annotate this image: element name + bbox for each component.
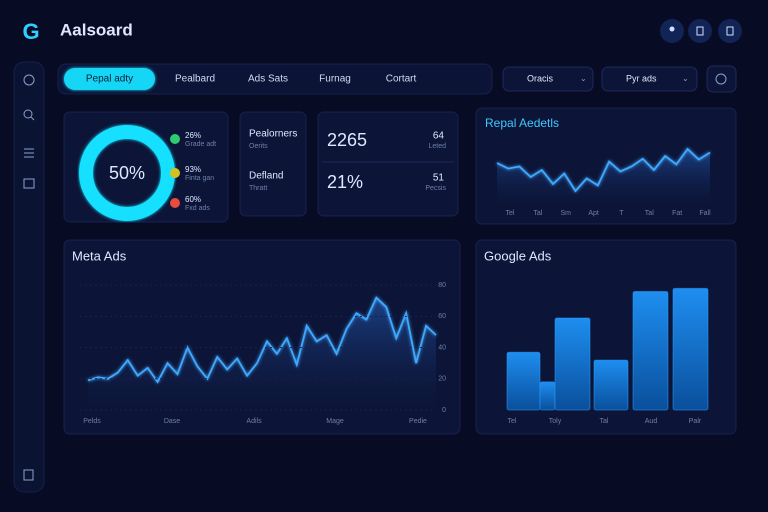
x-label: Tel [508,418,517,425]
area [497,149,710,205]
legend-dot [170,198,180,208]
chevron: ⌄ [580,74,587,83]
icon [669,26,675,32]
charts: Tel Tal Sm Apt T Tal Fat Fall 0 20 40 60 80 Pelds Dase… [80,147,711,425]
tab[interactable]: Pealbard [175,74,215,85]
summary-title: Pealorners [249,129,297,140]
summary-card [239,111,307,217]
legend-dot [170,134,180,144]
tabs: Pepal adty Pealbard Ads Sats Furnag Cortart [64,68,417,90]
y-tick-label: 40 [438,344,446,351]
y-tick-label: 80 [438,282,446,289]
legend-label: Fxd ads [185,205,210,212]
settings-button[interactable] [718,19,742,43]
y-tick-label: 20 [438,376,446,383]
refresh-button[interactable] [706,65,737,93]
y-tick-label: 0 [442,407,446,414]
bar [554,317,591,411]
icon [726,26,734,36]
legend-value: 60% [185,195,201,204]
bar [506,351,541,411]
x-label: Dase [164,418,180,425]
dropdown[interactable] [502,66,594,92]
x-label: Adils [246,418,262,425]
x-label: Palr [689,418,702,425]
x-label: Toly [549,418,562,425]
nav-bar [57,63,493,95]
x-label: Pedie [409,418,427,425]
card-title: Meta Ads [72,248,127,263]
legend-dot [170,168,180,178]
grid-button[interactable] [688,19,712,43]
bar [539,381,556,411]
x-label: Tal [600,418,609,425]
x-label: Tal [533,210,542,217]
legend-label: Grade adt [185,141,216,148]
sidebar-icons [23,74,35,481]
donut-ring [79,125,175,221]
list-icon[interactable] [24,148,34,158]
icon [30,116,35,121]
legend-value: 93% [185,165,201,174]
bar [593,359,629,411]
x-label: Sm [560,210,571,217]
x-label: Pelds [83,418,101,425]
legend-label: Finta gan [185,175,214,182]
logout-icon[interactable] [23,469,34,481]
dropdown-label: Pyr ads [626,73,657,83]
x-label: Apt [588,210,599,217]
stat-side: 51 [433,173,445,184]
chevron: ⌄ [682,74,689,83]
x-label: Fat [672,210,682,217]
x-label: Fall [699,210,711,217]
logo: G [22,19,39,44]
card-title: Google Ads [484,248,552,263]
app-title: Aalsoard [60,20,133,39]
stat-main: 21% [327,172,363,192]
summary-title: Defland [249,171,283,182]
bar [632,290,669,411]
card-title: Repal Aedetls [485,116,559,130]
sidebar [13,61,45,493]
x-label: Mage [326,418,344,425]
x-label: Tal [645,210,654,217]
summary-sub: Thratt [249,185,267,192]
active-tab[interactable] [64,68,155,90]
tab[interactable]: Ads Sats [248,74,288,85]
donut-center: 50% [109,163,145,183]
dropdown[interactable] [601,66,698,92]
home-icon[interactable] [23,74,35,86]
y-tick-label: 60 [438,313,446,320]
stat-main: 2265 [327,130,367,150]
tab[interactable]: Furnag [319,74,351,85]
search-icon[interactable] [23,109,33,119]
line [87,296,437,384]
x-label: Tel [506,210,515,217]
legend: 26%Grade adt 93%Finta gan 60%Fxd ads [170,131,216,212]
calendar-icon[interactable] [23,178,35,189]
icon [696,26,704,36]
stat-side: 64 [433,131,445,142]
bar [672,287,709,411]
icon [715,73,727,85]
stats-card [317,111,459,217]
x-label: T [619,210,624,217]
stat-caption: Leted [428,143,446,150]
dropdown-label: Oracis [527,73,554,83]
legend-value: 26% [185,131,201,140]
tab[interactable]: Pepal adty [86,74,133,85]
header-icons[interactable] [660,19,742,43]
summary-sub: Oerits [249,143,268,150]
line [496,147,711,193]
x-label: Aud [645,418,658,425]
tab[interactable]: Cortart [386,74,417,85]
stat-caption: Pecsis [425,185,446,192]
